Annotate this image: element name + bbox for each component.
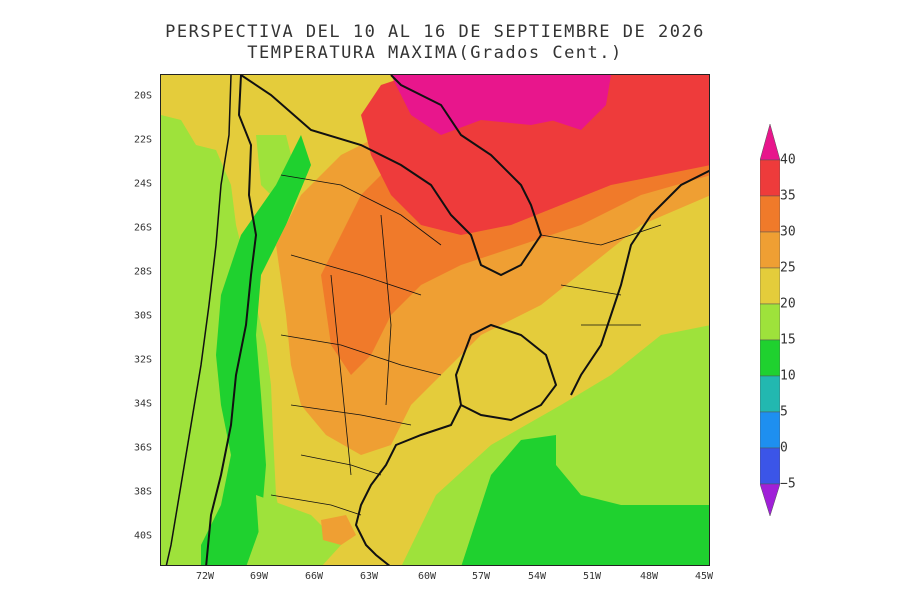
brazil-state-lines xyxy=(540,224,662,326)
province-lines xyxy=(270,174,442,516)
colorbar-bin-m5-0 xyxy=(760,447,780,485)
lon-label: 63W xyxy=(359,571,379,582)
colorbar-bin-25-30 xyxy=(760,231,780,269)
lat-label: 28S xyxy=(134,266,153,278)
colorbar-bin-5-10 xyxy=(760,375,780,413)
colorbar-label: 25 xyxy=(780,260,796,276)
lat-label: 32S xyxy=(134,354,153,366)
colorbar-label: −5 xyxy=(780,476,796,492)
zone-10-15-andes xyxy=(201,135,311,565)
zone-above-40-northeast xyxy=(541,75,611,130)
lat-label: 34S xyxy=(134,398,153,410)
zone-15-20-inland xyxy=(256,495,341,565)
lat-label: 38S xyxy=(134,486,153,498)
lon-label: 69W xyxy=(249,571,269,582)
colorbar-label: 35 xyxy=(780,188,796,204)
lon-label: 60W xyxy=(417,571,437,582)
map-canvas xyxy=(161,75,709,565)
lat-label: 40S xyxy=(134,530,153,542)
title-block: PERSPECTIVA DEL 10 AL 16 DE SEPTIEMBRE D… xyxy=(0,22,870,64)
colorbar-bin-15-20 xyxy=(760,303,780,341)
lon-label: 57W xyxy=(471,571,491,582)
colorbar-label: 40 xyxy=(780,152,796,168)
colorbar-bin-30-35 xyxy=(760,195,780,233)
pacific-coast xyxy=(165,75,232,565)
lon-label: 54W xyxy=(527,571,547,582)
lon-label: 48W xyxy=(639,571,659,582)
colorbar-bin-20-25 xyxy=(760,267,780,305)
zone-10-15-atlantic xyxy=(461,435,709,565)
andes-border xyxy=(205,75,258,565)
lon-label: 66W xyxy=(304,571,324,582)
lon-label: 72W xyxy=(195,571,215,582)
colorbar-label: 15 xyxy=(780,332,796,348)
political-borders xyxy=(165,75,709,565)
colorbar-tip-bottom xyxy=(760,483,780,516)
uruguay-border xyxy=(454,323,558,422)
lat-label: 36S xyxy=(134,442,153,454)
colorbar-label: 10 xyxy=(780,368,796,384)
lon-label: 51W xyxy=(582,571,602,582)
colorbar-bin-10-15 xyxy=(760,339,780,377)
lon-label: 45W xyxy=(694,571,714,582)
lat-label: 24S xyxy=(134,178,153,190)
colorbar-bin-35-40 xyxy=(760,159,780,197)
argentina-coast xyxy=(354,404,462,565)
title-line-2: TEMPERATURA MAXIMA(Grados Cent.) xyxy=(247,43,623,63)
colorbar-label: 30 xyxy=(780,224,796,240)
colorbar-bin-0-5 xyxy=(760,411,780,449)
lat-label: 20S xyxy=(134,90,153,102)
colorbar-label: 5 xyxy=(780,404,788,420)
colorbar-label: 20 xyxy=(780,296,796,312)
bolivia-paraguay-border xyxy=(240,75,543,277)
lat-label: 30S xyxy=(134,310,153,322)
lat-label: 26S xyxy=(134,222,153,234)
colorbar-label: 0 xyxy=(780,440,788,456)
zone-25-30-south xyxy=(321,515,356,545)
colorbar xyxy=(760,124,780,516)
colorbar-tip-top xyxy=(760,124,780,161)
lat-label: 22S xyxy=(134,134,153,146)
brazil-coast xyxy=(570,169,709,396)
temperature-map xyxy=(160,74,710,566)
title-line-1: PERSPECTIVA DEL 10 AL 16 DE SEPTIEMBRE D… xyxy=(165,22,705,42)
temperature-zones xyxy=(161,75,709,565)
